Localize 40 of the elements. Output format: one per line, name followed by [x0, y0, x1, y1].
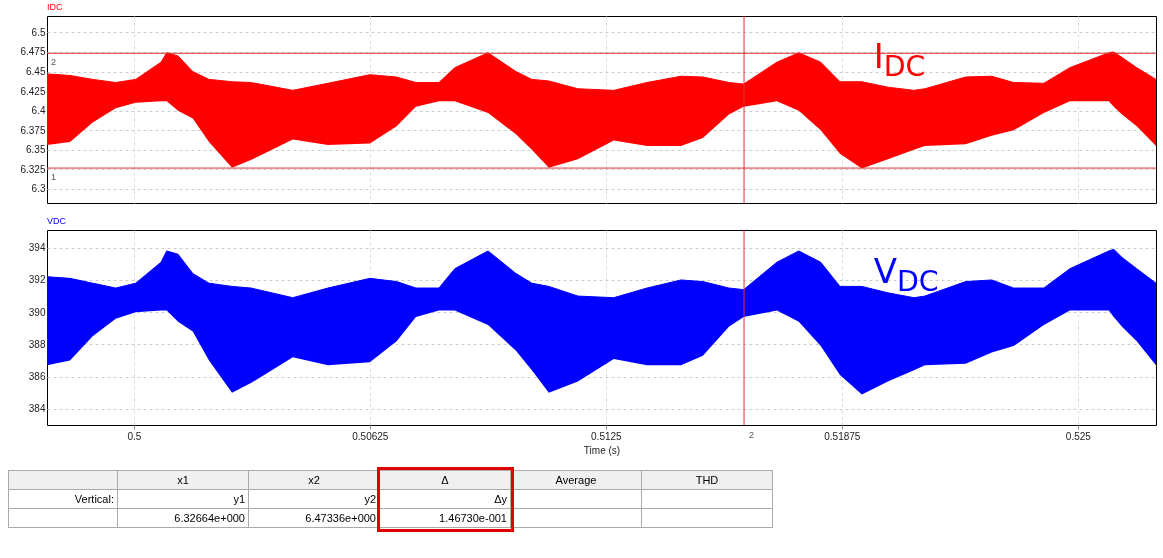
y-tick-label: 6.35	[26, 144, 46, 156]
y-tick-label: 6.45	[26, 66, 46, 78]
text: 1.46730e-001	[379, 508, 511, 528]
y-tick-label: 390	[28, 306, 46, 318]
x-tick-label: 0.5	[127, 430, 142, 442]
text: Vertical:	[8, 489, 118, 509]
annotation: 2	[51, 57, 57, 68]
text: Average	[510, 470, 642, 490]
text: 6.47336e+000	[248, 508, 380, 528]
chart-title: IDC	[47, 1, 63, 12]
x-tick-label: 0.525	[1065, 430, 1092, 442]
chart-title: VDC	[47, 215, 67, 226]
text: y1	[117, 489, 249, 509]
y-tick-label: 6.475	[20, 46, 46, 58]
y-tick-label: 6.375	[20, 124, 46, 136]
series-label: V$_{DC}$	[873, 250, 939, 298]
x-tick-label: 0.5125	[591, 430, 623, 442]
text: Δ	[379, 470, 511, 490]
y-tick-label: 6.4	[31, 105, 46, 117]
y-tick-label: 384	[28, 403, 46, 415]
x-tick-label: 0.51875	[824, 430, 861, 442]
text: x1	[117, 470, 249, 490]
y-tick-label: 6.5	[31, 26, 46, 38]
y-tick-label: 388	[28, 338, 46, 350]
text: y2	[248, 489, 380, 509]
y-tick-label: 6.325	[20, 163, 46, 175]
y-tick-label: 392	[28, 274, 46, 286]
text: Δy	[379, 489, 511, 509]
text: THD	[641, 470, 773, 490]
y-tick-label: 6.425	[20, 85, 46, 97]
text: x2	[248, 470, 380, 490]
series-label: I$_{DC}$	[873, 35, 926, 83]
y-tick-label: 6.3	[31, 183, 46, 195]
text: 6.32664e+000	[117, 508, 249, 528]
annotation: 1	[51, 172, 57, 183]
y-tick-label: 394	[28, 242, 46, 254]
y-tick-label: 386	[28, 371, 46, 383]
x-tick-label: 0.50625	[352, 430, 389, 442]
x-axis-title: Time (s)	[583, 444, 621, 456]
text: 2	[749, 430, 755, 440]
